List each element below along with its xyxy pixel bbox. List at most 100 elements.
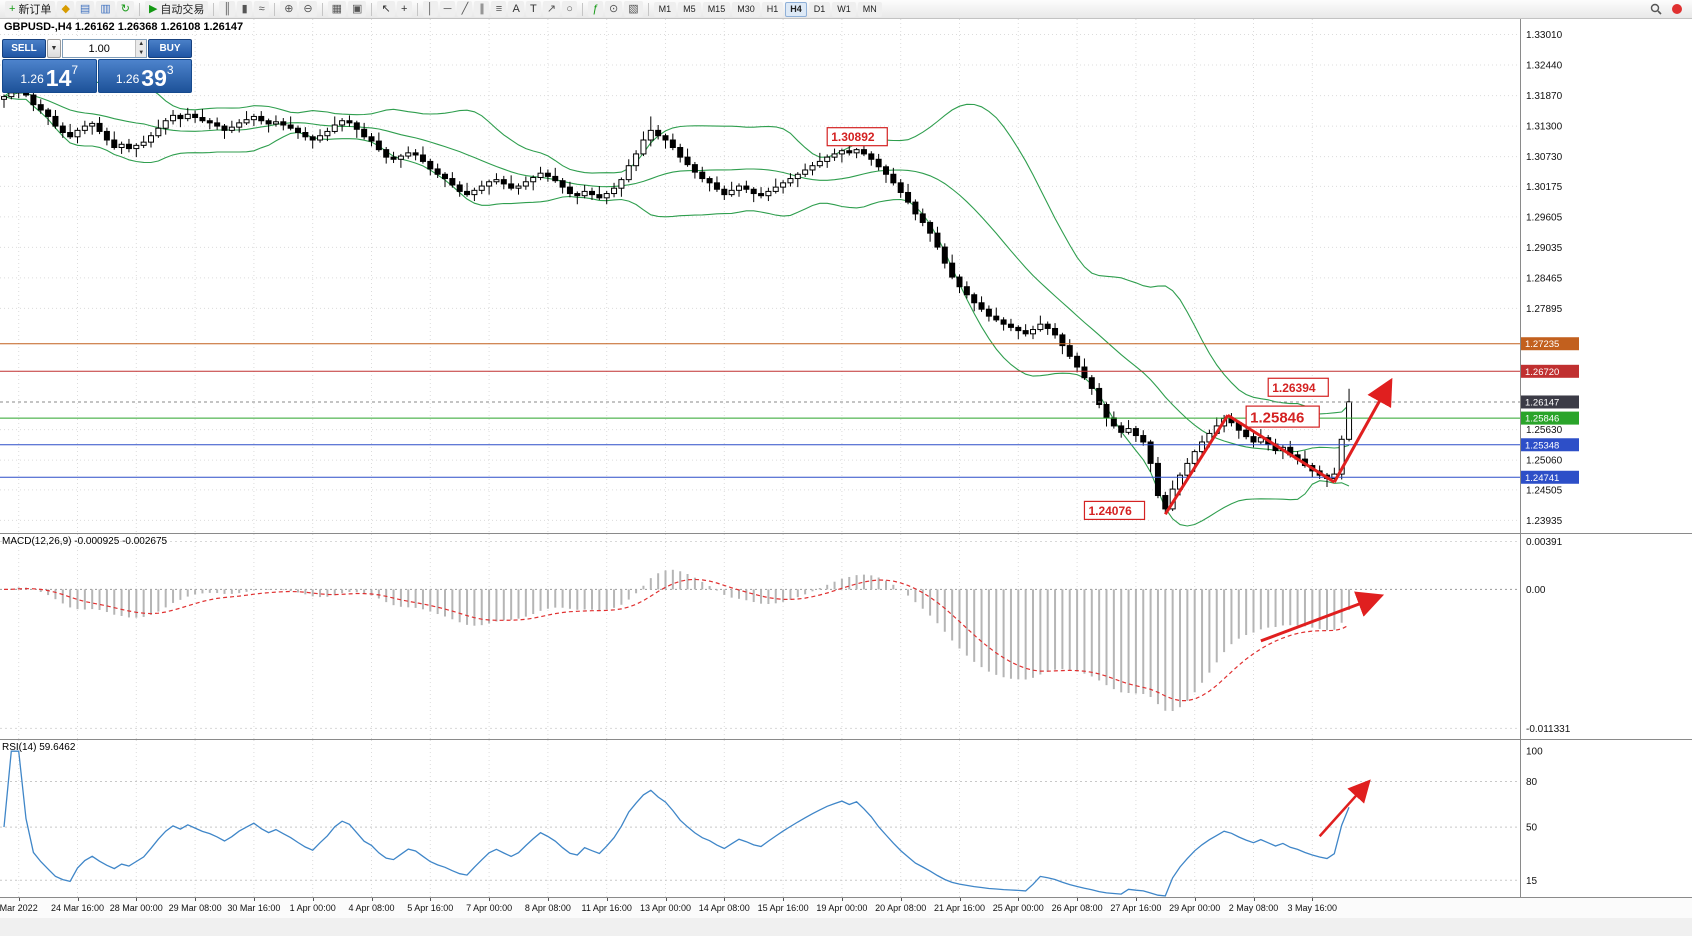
macd-panel[interactable]: 0.00391 0.00 -0.011331 bbox=[0, 533, 1692, 739]
search-button[interactable] bbox=[1644, 0, 1667, 18]
candle-body bbox=[971, 294, 978, 304]
rsi-panel[interactable]: 100 80 50 15 bbox=[0, 739, 1692, 897]
candle-body bbox=[103, 130, 110, 141]
timeframe-h1[interactable]: H1 bbox=[761, 1, 784, 17]
candle-body bbox=[272, 121, 279, 125]
rsi-axis-label: 100 bbox=[1526, 747, 1543, 758]
ohlc-values: 1.26162 1.26368 1.26108 1.26147 bbox=[74, 21, 244, 33]
horizontal-line-tool-button[interactable]: ─ bbox=[439, 1, 456, 17]
vertical-line-tool-button[interactable]: │ bbox=[422, 1, 438, 17]
indicators-button[interactable]: ƒ bbox=[588, 1, 604, 17]
periods-button[interactable]: ⊙ bbox=[605, 1, 623, 17]
notification-badge-icon[interactable] bbox=[1672, 4, 1682, 14]
price-annotation-box[interactable] bbox=[1245, 405, 1320, 428]
candle-body bbox=[250, 115, 257, 121]
auto-trading-icon: ▶ bbox=[148, 2, 158, 15]
time-axis-tick bbox=[195, 898, 197, 901]
label-tool-button[interactable]: T bbox=[525, 1, 541, 17]
buy-button[interactable]: BUY bbox=[148, 39, 192, 58]
trendline-tool-button[interactable]: ╱ bbox=[457, 1, 473, 17]
sell-button[interactable]: SELL bbox=[2, 39, 46, 58]
candle-body bbox=[412, 152, 419, 156]
candle-body bbox=[647, 129, 654, 141]
new-order-button[interactable]: + 新订单 bbox=[5, 1, 56, 17]
one-click-dropdown[interactable]: ▼ bbox=[47, 39, 61, 58]
time-axis-tick bbox=[253, 898, 255, 901]
chart-profile-button[interactable]: ◆ bbox=[57, 1, 74, 17]
timeframe-m30[interactable]: M30 bbox=[732, 1, 760, 17]
candle-body bbox=[1000, 319, 1007, 325]
buy-price-panel[interactable]: 1.26 39 3 bbox=[97, 59, 192, 93]
trend-arrow[interactable] bbox=[1226, 413, 1336, 484]
timeframe-mn[interactable]: MN bbox=[857, 1, 882, 17]
trend-arrow[interactable] bbox=[1333, 377, 1393, 483]
timeframe-m5[interactable]: M5 bbox=[678, 1, 701, 17]
market-watch-button[interactable]: ▤ bbox=[75, 1, 95, 17]
price-axis-badge-text: 1.27235 bbox=[1525, 339, 1559, 350]
lot-decrease-button[interactable]: ▼ bbox=[136, 48, 146, 57]
shapes-tool-button[interactable]: ○ bbox=[562, 1, 578, 17]
price-axis-label: 1.30175 bbox=[1526, 182, 1563, 193]
price-annotation-box[interactable] bbox=[826, 127, 888, 147]
candle-body bbox=[1007, 323, 1014, 328]
cursor-icon: ↖ bbox=[381, 2, 391, 15]
timeframe-m15[interactable]: M15 bbox=[702, 1, 731, 17]
macd-signal-line bbox=[3, 578, 1350, 702]
navigator-button[interactable]: ▥ bbox=[96, 1, 115, 17]
tile-windows-icon: ▦ bbox=[331, 2, 343, 15]
timeframe-w1[interactable]: W1 bbox=[832, 1, 856, 17]
fibonacci-tool-button[interactable]: ≡ bbox=[491, 1, 507, 17]
price-axis-badge-text: 1.26147 bbox=[1525, 397, 1559, 408]
arrange-windows-button[interactable]: ▣ bbox=[348, 1, 367, 17]
candle-body bbox=[1140, 435, 1147, 443]
price-annotation-box[interactable] bbox=[1267, 377, 1329, 397]
bar-chart-button[interactable]: ║ bbox=[219, 1, 236, 17]
buy-price-pip: 3 bbox=[166, 63, 174, 77]
line-chart-button[interactable]: ≈ bbox=[254, 1, 270, 17]
price-annotation-box[interactable] bbox=[1083, 500, 1146, 521]
candle-body bbox=[794, 173, 801, 180]
candle-body bbox=[831, 153, 838, 158]
text-tool-button[interactable]: A bbox=[508, 1, 524, 17]
auto-trading-button[interactable]: ▶ 自动交易 bbox=[144, 1, 209, 17]
candlestick-chart-button[interactable]: ▮ bbox=[237, 1, 253, 17]
candle-body bbox=[883, 166, 889, 175]
rsi-trend-arrow[interactable] bbox=[1318, 779, 1371, 838]
zoom-out-button[interactable]: ⊖ bbox=[299, 1, 317, 17]
candle-body bbox=[228, 126, 235, 131]
channel-tool-button[interactable]: ∥ bbox=[474, 1, 490, 17]
buy-price-prefix: 1.26 bbox=[115, 72, 140, 86]
sell-price-panel[interactable]: 1.26 14 7 bbox=[2, 59, 97, 93]
zoom-in-button[interactable]: ⊕ bbox=[280, 1, 298, 17]
price-axis-label: 1.29605 bbox=[1526, 212, 1563, 223]
candle-body bbox=[816, 160, 823, 167]
candle-body bbox=[361, 128, 368, 138]
timeframe-h4[interactable]: H4 bbox=[785, 1, 807, 17]
lot-size-input[interactable] bbox=[63, 40, 136, 57]
candle-body bbox=[574, 193, 581, 197]
lot-increase-button[interactable]: ▲ bbox=[136, 40, 146, 49]
cursor-button[interactable]: ↖ bbox=[377, 1, 395, 17]
candle-body bbox=[1199, 441, 1206, 453]
trend-arrow[interactable] bbox=[1164, 414, 1230, 516]
tile-windows-button[interactable]: ▦ bbox=[327, 1, 347, 17]
arrow-tool-button[interactable]: ↗ bbox=[542, 1, 561, 17]
candle-body bbox=[1081, 366, 1088, 379]
candle-body bbox=[949, 262, 956, 278]
candle-body bbox=[419, 154, 426, 162]
main-price-chart[interactable]: 1.33010 1.32440 1.31870 1.31300 1.30730 1.301… bbox=[0, 19, 1692, 533]
templates-button[interactable]: ▧ bbox=[624, 1, 643, 17]
price-axis-badge bbox=[1521, 470, 1579, 484]
time-axis[interactable]: Mar 2022 24 Mar 16:00 28 Mar 00:00 29 Mar 0… bbox=[0, 897, 1692, 918]
price-axis-label: 1.31870 bbox=[1526, 91, 1563, 102]
time-axis-label: 26 Apr 08:00 bbox=[1051, 903, 1103, 913]
refresh-button[interactable]: ↻ bbox=[116, 1, 134, 17]
candle-body bbox=[353, 122, 360, 130]
timeframe-m1[interactable]: M1 bbox=[653, 1, 677, 17]
crosshair-button[interactable]: + bbox=[396, 1, 412, 17]
one-click-price-row: 1.26 14 7 1.26 39 3 bbox=[2, 59, 192, 93]
timeframe-d1[interactable]: D1 bbox=[808, 1, 831, 17]
macd-trend-arrow[interactable] bbox=[1260, 591, 1385, 643]
one-click-top-row: SELL ▼ ▲ ▼ BUY bbox=[2, 39, 192, 58]
price-axis-badge bbox=[1521, 337, 1579, 351]
